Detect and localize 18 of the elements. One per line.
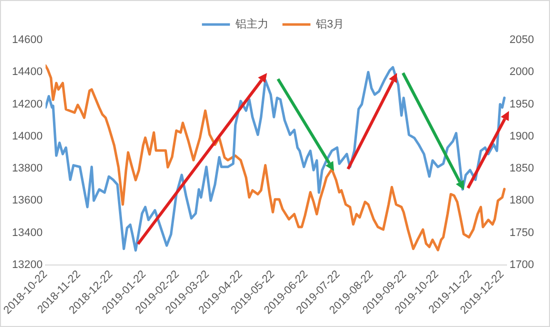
y-tick-label: 14600 <box>12 34 43 46</box>
y-tick-label: 13800 <box>12 162 43 175</box>
y-tick-label: 13600 <box>12 194 43 207</box>
y2-tick-label: 1950 <box>510 98 534 110</box>
y-tick-label: 13400 <box>12 226 43 239</box>
y2-tick-label: 1800 <box>510 194 534 207</box>
y-tick-label: 14400 <box>12 66 43 78</box>
y2-tick-label: 1900 <box>510 130 534 142</box>
y-tick-label: 14200 <box>12 98 43 110</box>
y2-tick-label: 1850 <box>510 162 534 175</box>
y-tick-label: 14000 <box>12 130 43 142</box>
y2-tick-label: 1700 <box>510 258 534 271</box>
y2-tick-label: 2000 <box>510 66 534 78</box>
y2-tick-label: 1750 <box>510 226 534 239</box>
legend-label: 铝3月 <box>314 18 344 31</box>
y2-tick-label: 2050 <box>510 34 534 46</box>
legend-label: 铝主力 <box>234 18 268 31</box>
y-tick-label: 13200 <box>12 258 43 271</box>
